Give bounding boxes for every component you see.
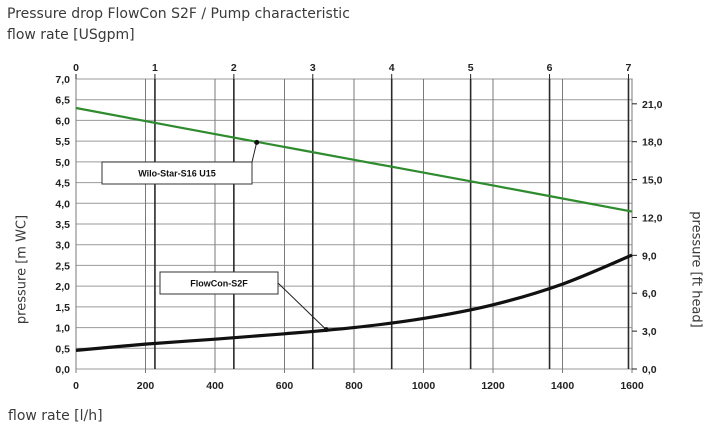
- y-left-tick-label: 0,5: [55, 343, 70, 355]
- y-left-tick-label: 6,0: [55, 115, 70, 127]
- y-right-tick-label: 9,0: [642, 250, 657, 262]
- x-top-tick-label: 4: [389, 62, 395, 74]
- callout-point: [323, 327, 329, 333]
- tick-labels: 0,0 0,5 1,0 1,5 2,0 2,5 3,0 3,5 4,0 4,5 5,0 5,5 6,0 6…: [55, 62, 662, 392]
- x-bottom-tick-label: 1000: [412, 380, 436, 392]
- y-left-tick-label: 5,5: [55, 136, 70, 148]
- x-bottom-tick-label: 400: [206, 380, 224, 392]
- y-right-tick-label: 15,0: [642, 175, 663, 187]
- x-bottom-tick-label: 1400: [551, 380, 575, 392]
- series-line-wilo: [75, 106, 633, 213]
- series-line-flowcon: [75, 253, 633, 352]
- y-left-tick-label: 2,5: [55, 260, 70, 272]
- x-top-tick-label: 1: [152, 62, 158, 74]
- callout-leader: [251, 142, 258, 163]
- callout-point: [254, 139, 260, 145]
- y-right-tick-label: 0,0: [642, 364, 657, 376]
- y-right-tick-label: 21,0: [642, 99, 663, 111]
- y-left-tick-label: 6,5: [55, 95, 70, 107]
- x-bottom-tick-label: 800: [345, 380, 363, 392]
- y-left-tick-label: 4,5: [55, 178, 70, 190]
- y-right-tick-label: 12,0: [642, 212, 663, 224]
- x-top-tick-label: 0: [73, 62, 79, 74]
- x-top-tick-label: 6: [547, 62, 553, 74]
- x-top-tick-label: 5: [468, 62, 474, 74]
- y-left-tick-label: 0,0: [55, 364, 70, 376]
- callout-box: [101, 161, 253, 185]
- y-left-tick-label: 4,0: [55, 198, 70, 210]
- x-bottom-tick-label: 600: [276, 380, 294, 392]
- y-right-tick-label: 18,0: [642, 137, 663, 149]
- y-left-tick-label: 7,0: [55, 74, 70, 86]
- y-right-tick-label: 6,0: [642, 288, 657, 300]
- y-left-tick-label: 3,5: [55, 219, 70, 231]
- callout-label: FlowCon-S2F: [190, 279, 248, 289]
- callout-box: [159, 271, 279, 295]
- x-bottom-tick-label: 200: [137, 380, 155, 392]
- x-bottom-tick-label: 0: [73, 380, 79, 392]
- annotations: Wilo-Star-S16 U15 FlowCon-S2F: [101, 139, 329, 333]
- x-bottom-tick-label: 1600: [620, 380, 644, 392]
- x-bottom-axis-label: flow rate [l/h]: [8, 408, 103, 424]
- y-left-tick-label: 1,5: [55, 302, 70, 314]
- x-top-tick-label: 7: [626, 62, 632, 74]
- y-right-tick-label: 3,0: [642, 326, 657, 338]
- y-left-tick-label: 2,0: [55, 281, 70, 293]
- x-top-tick-label: 3: [310, 62, 316, 74]
- x-top-tick-label: 2: [231, 62, 237, 74]
- chart-title: Pressure drop FlowCon S2F / Pump charact…: [7, 6, 350, 22]
- callout-label: Wilo-Star-S16 U15: [138, 169, 215, 179]
- y-left-tick-label: 1,0: [55, 323, 70, 335]
- y-left-tick-label: 5,0: [55, 157, 70, 169]
- y-left-tick-label: 3,0: [55, 240, 70, 252]
- x-top-axis-label: flow rate [USgpm]: [7, 27, 135, 43]
- grid-lines: [75, 74, 637, 373]
- x-bottom-tick-label: 1200: [481, 380, 505, 392]
- callout-leader: [277, 282, 327, 331]
- series-lines: [75, 106, 633, 352]
